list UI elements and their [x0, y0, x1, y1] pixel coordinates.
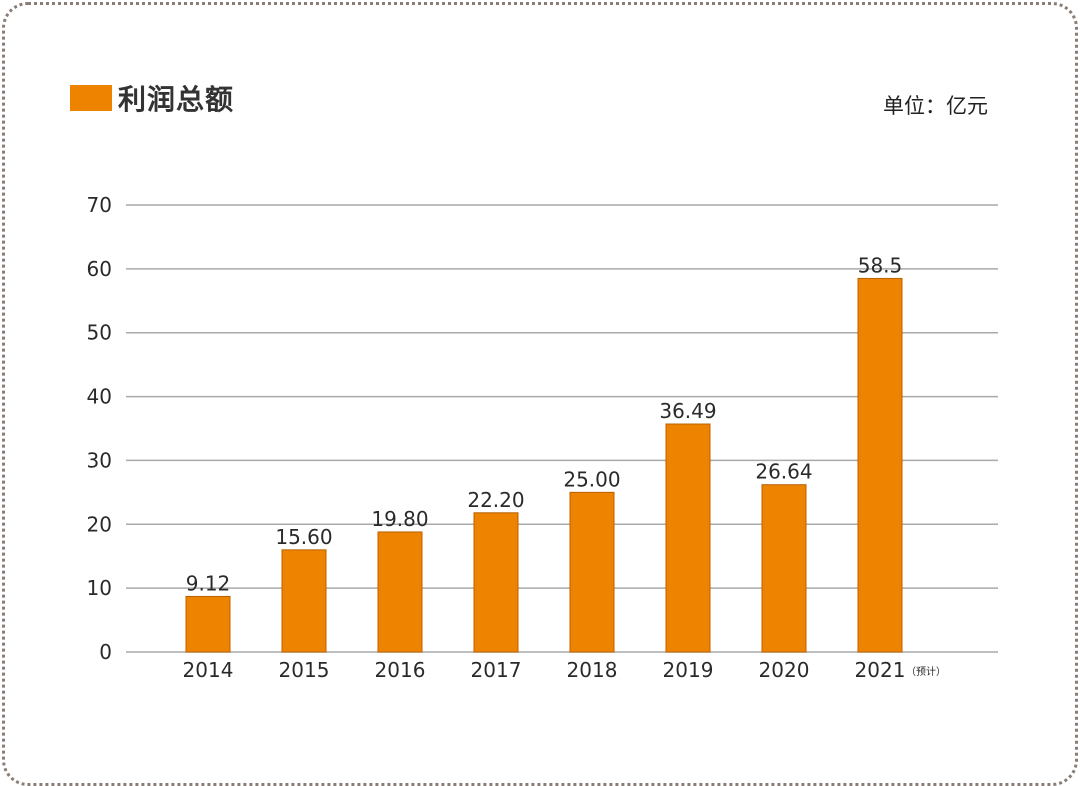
bar [377, 531, 423, 653]
y-tick-label: 50 [87, 321, 112, 345]
x-tick-label: 2019 [663, 658, 714, 682]
y-tick-label: 20 [87, 512, 112, 536]
data-label: 58.5 [858, 253, 903, 277]
y-tick-label: 60 [87, 257, 112, 281]
x-tick-label: 2016 [375, 658, 426, 682]
x-tick-label: 2015 [279, 658, 330, 682]
bar [473, 512, 519, 653]
x-tick-label: 2014 [183, 658, 234, 682]
legend: 利润总额 [70, 78, 234, 118]
legend-swatch [70, 85, 112, 111]
x-tick-note: （预计） [906, 665, 946, 678]
bar [185, 595, 231, 653]
data-label: 26.64 [755, 460, 812, 484]
legend-label: 利润总额 [118, 83, 235, 116]
x-tick-label: 2017 [471, 658, 522, 682]
x-tick-label: 2020 [759, 658, 810, 682]
y-tick-label: 0 [99, 640, 112, 664]
bar [281, 549, 327, 653]
data-label: 9.12 [186, 571, 231, 595]
data-label: 36.49 [659, 399, 716, 423]
y-tick-label: 30 [87, 448, 112, 472]
bar [857, 277, 903, 653]
bar [665, 423, 711, 653]
data-label: 15.60 [275, 525, 332, 549]
data-label: 22.20 [467, 488, 524, 512]
y-tick-label: 70 [87, 193, 112, 217]
bar [761, 484, 807, 653]
data-label: 25.00 [563, 467, 620, 491]
x-tick-label: 2018 [567, 658, 618, 682]
unit-label: 单位：亿元 [883, 94, 988, 118]
bar [569, 491, 615, 653]
x-tick-label: 2021 [855, 658, 906, 682]
y-tick-label: 10 [87, 576, 112, 600]
y-tick-label: 40 [87, 385, 112, 409]
data-label: 19.80 [371, 507, 428, 531]
